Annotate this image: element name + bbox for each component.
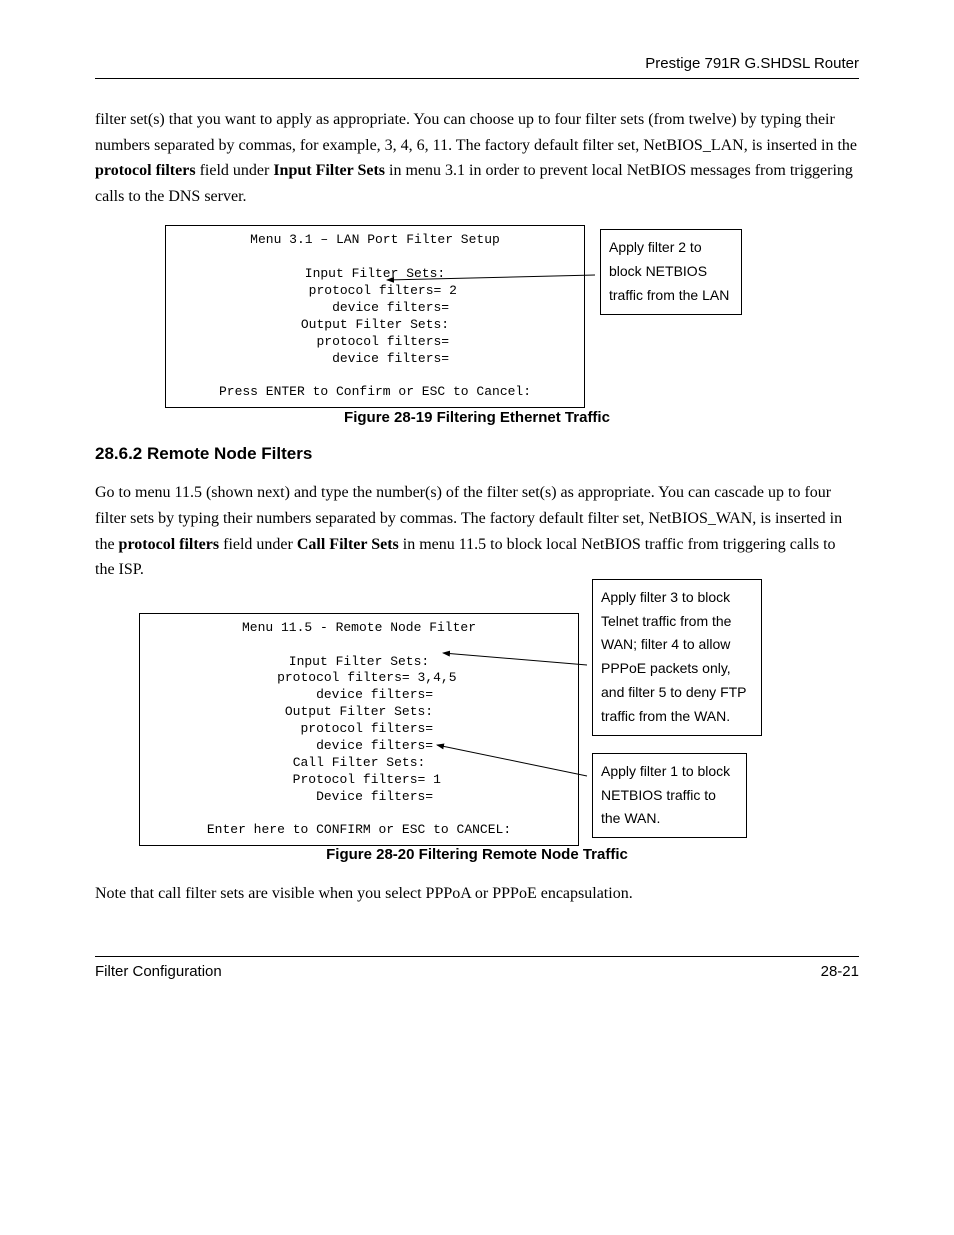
paragraph-2: Go to menu 11.5 (shown next) and type th… xyxy=(95,480,859,582)
subheading-28-6-2: 28.6.2 Remote Node Filters xyxy=(95,444,859,464)
menu-box-3-1: Menu 3.1 – LAN Port Filter Setup Input F… xyxy=(165,225,585,408)
page-header: Prestige 791R G.SHDSL Router xyxy=(95,55,859,79)
figure-28-19-caption: Figure 28-19 Filtering Ethernet Traffic xyxy=(95,409,859,426)
p2-t2: field under xyxy=(219,536,297,553)
header-title: Prestige 791R G.SHDSL Router xyxy=(645,55,859,72)
p1-t2: field under xyxy=(196,162,274,179)
footer-left: Filter Configuration xyxy=(95,963,222,980)
footer-right: 28-21 xyxy=(821,963,859,980)
callout-fig2-b: Apply filter 1 to block NETBIOS traffic … xyxy=(592,753,747,838)
callout-fig2-a: Apply filter 3 to block Telnet traffic f… xyxy=(592,579,762,736)
p2-b2: Call Filter Sets xyxy=(297,536,399,553)
p2-b1: protocol filters xyxy=(119,536,220,553)
page: Prestige 791R G.SHDSL Router filter set(… xyxy=(0,0,954,1020)
figure-28-20-caption: Figure 28-20 Filtering Remote Node Traff… xyxy=(95,846,859,863)
figure-28-19-area: Menu 3.1 – LAN Port Filter Setup Input F… xyxy=(95,225,859,385)
callout-fig1: Apply filter 2 to block NETBIOS traffic … xyxy=(600,229,742,314)
paragraph-1: filter set(s) that you want to apply as … xyxy=(95,107,859,209)
page-footer: Filter Configuration 28-21 xyxy=(95,956,859,980)
p1-t1: filter set(s) that you want to apply as … xyxy=(95,111,857,154)
paragraph-3: Note that call filter sets are visible w… xyxy=(95,881,859,907)
menu-box-11-5: Menu 11.5 - Remote Node Filter Input Fil… xyxy=(139,613,579,847)
p1-b1: protocol filters xyxy=(95,162,196,179)
p1-b2: Input Filter Sets xyxy=(273,162,385,179)
figure-28-20-area: Menu 11.5 - Remote Node Filter Input Fil… xyxy=(95,593,859,838)
